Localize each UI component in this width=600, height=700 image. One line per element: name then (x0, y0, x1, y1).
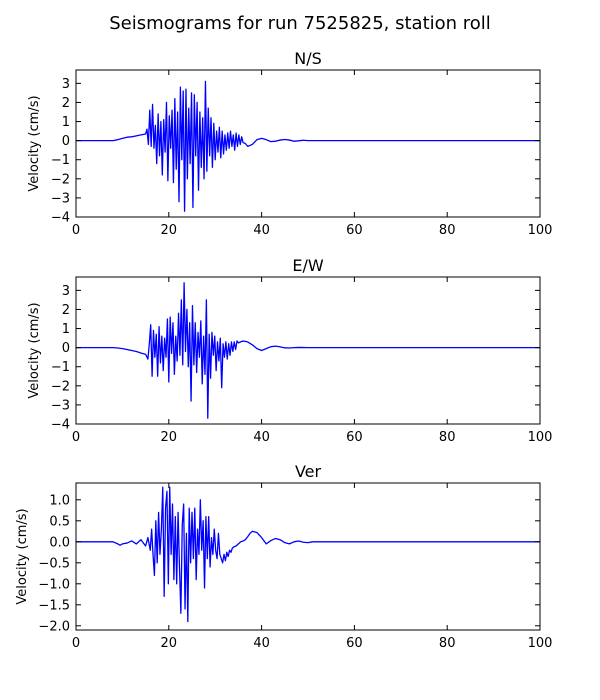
x-tick-label: 0 (72, 223, 80, 238)
y-tick-label: 1 (62, 322, 70, 337)
y-tick-label: 3 (62, 284, 70, 299)
x-tick-label: 100 (528, 636, 553, 651)
figure-title: Seismograms for run 7525825, station rol… (109, 13, 491, 34)
x-tick-label: 40 (253, 223, 270, 238)
x-tick-label: 0 (72, 636, 80, 651)
y-tick-label: −1.0 (38, 577, 70, 592)
y-axis-label: Velocity (cm/s) (27, 302, 42, 398)
y-tick-label: −3 (51, 398, 70, 413)
x-tick-label: 60 (346, 636, 363, 651)
y-tick-label: 3 (62, 77, 70, 92)
x-tick-label: 40 (253, 636, 270, 651)
x-tick-label: 20 (161, 430, 178, 445)
x-tick-label: 80 (439, 223, 456, 238)
x-tick-label: 40 (253, 430, 270, 445)
x-tick-label: 80 (439, 430, 456, 445)
y-tick-label: −3 (51, 191, 70, 206)
x-tick-label: 80 (439, 636, 456, 651)
y-axis-label: Velocity (cm/s) (27, 95, 42, 191)
y-tick-label: 0 (62, 341, 70, 356)
y-axis-label: Velocity (cm/s) (15, 508, 30, 604)
x-tick-label: 60 (346, 430, 363, 445)
subplot-3: Ver 0 20 40 60 80 100 −2.0 −1.5 −1.0 −0.5 0.0 0.5 1.0… (15, 462, 552, 651)
subplot-title: E/W (292, 256, 324, 275)
y-tick-label: −4 (51, 211, 70, 226)
subplot-title: Ver (295, 462, 322, 481)
x-tick-label: 20 (161, 223, 178, 238)
seismogram-trace (76, 486, 540, 623)
y-tick-label: 1.0 (49, 493, 70, 508)
y-tick-label: −1 (51, 153, 70, 168)
y-tick-label: −1.5 (38, 598, 70, 613)
x-tick-label: 100 (528, 430, 553, 445)
seismogram-trace (76, 80, 540, 212)
y-tick-label: −2 (51, 172, 70, 187)
x-tick-label: 20 (161, 636, 178, 651)
y-tick-label: −1 (51, 360, 70, 375)
x-tick-label: 60 (346, 223, 363, 238)
axes-frame (75, 482, 541, 631)
subplot-2: E/W 0 20 40 60 80 100 −4 −3 −2 −1 0 1 2 3 Velocity (cm/… (27, 256, 552, 445)
x-tick-label: 0 (72, 430, 80, 445)
axes-frame (75, 69, 541, 218)
y-tick-label: 2 (62, 303, 70, 318)
y-tick-label: −2 (51, 379, 70, 394)
subplot-title: N/S (294, 49, 322, 68)
y-tick-label: 1 (62, 115, 70, 130)
seismogram-trace (76, 282, 540, 419)
y-tick-label: 0.5 (49, 514, 70, 529)
y-tick-label: 2 (62, 96, 70, 111)
y-tick-label: 0.0 (49, 535, 70, 550)
y-tick-label: −2.0 (38, 619, 70, 634)
x-tick-label: 100 (528, 223, 553, 238)
y-tick-label: 0 (62, 134, 70, 149)
subplot-1: N/S 0 20 40 60 80 100 −4 −3 −2 −1 0 1 2 3 Velocity (cm/… (27, 49, 552, 238)
y-tick-label: −4 (51, 418, 70, 433)
axes-frame (75, 276, 541, 425)
y-tick-label: −0.5 (38, 556, 70, 571)
